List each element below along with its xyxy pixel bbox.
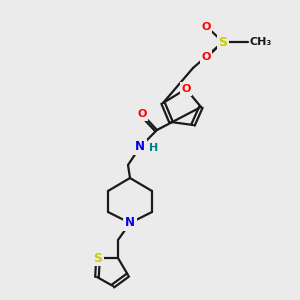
Text: CH₃: CH₃ bbox=[249, 37, 271, 47]
Text: O: O bbox=[201, 22, 211, 32]
Text: H: H bbox=[149, 143, 158, 153]
Text: O: O bbox=[137, 109, 147, 119]
Text: S: S bbox=[218, 35, 227, 49]
Text: S: S bbox=[94, 251, 103, 265]
Text: N: N bbox=[125, 217, 135, 230]
Text: O: O bbox=[181, 84, 191, 94]
Text: O: O bbox=[201, 52, 211, 62]
Text: N: N bbox=[135, 140, 145, 154]
